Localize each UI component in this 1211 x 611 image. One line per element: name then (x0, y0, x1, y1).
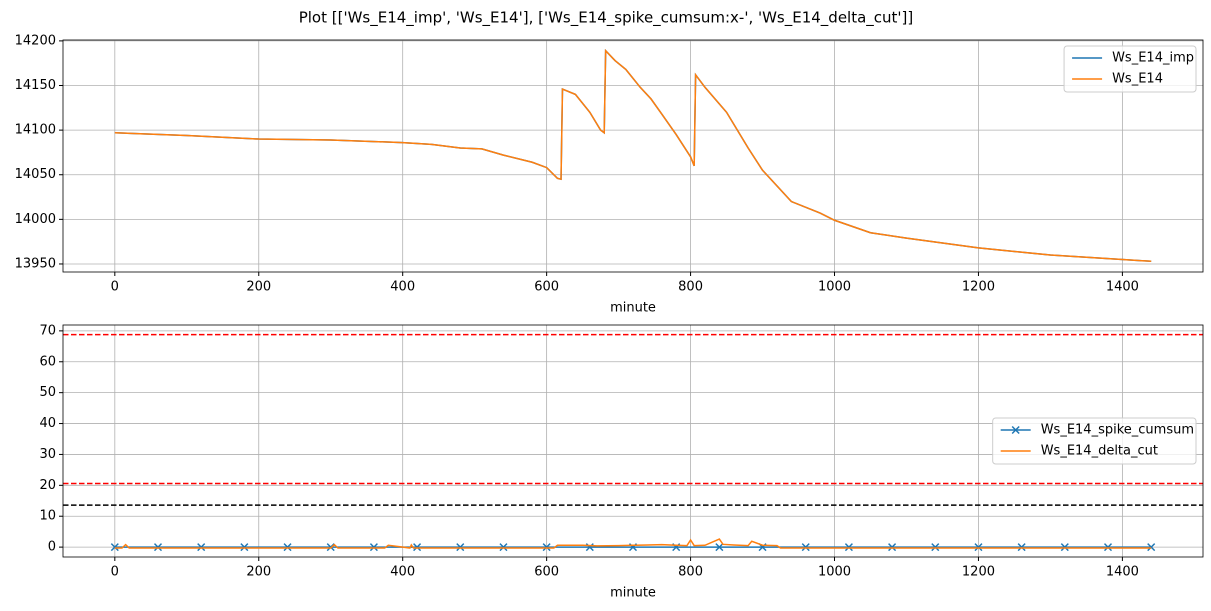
marker (542, 543, 551, 552)
marker (413, 543, 422, 552)
marker (931, 543, 940, 552)
marker (974, 543, 983, 552)
legend-label: Ws_E14_imp (1112, 51, 1194, 66)
axes-frame (62, 324, 1204, 558)
x-tick-label: 1000 (818, 565, 851, 580)
x-tick-label: 0 (111, 565, 119, 580)
legend-label: Ws_E14_delta_cut (1041, 444, 1158, 459)
marker (197, 543, 206, 552)
x-tick-label: 400 (390, 280, 415, 295)
legend-label: Ws_E14_spike_cumsum (1041, 423, 1194, 438)
marker (240, 543, 249, 552)
y-tick-label: 20 (39, 478, 56, 493)
marker (499, 543, 508, 552)
plot-area (63, 333, 1203, 552)
marker (801, 543, 810, 552)
legend: Ws_E14_spike_cumsum Ws_E14_delta_cut (992, 417, 1197, 465)
x-tick-label: 400 (390, 565, 415, 580)
legend: Ws_E14_imp Ws_E14 (1063, 45, 1197, 93)
y-tick-label: 0 (48, 540, 56, 555)
y-tick-label: 13950 (15, 256, 56, 271)
x-tick-label: 200 (246, 565, 271, 580)
marker (1017, 543, 1026, 552)
x-tick-label: 0 (111, 280, 119, 295)
marker (283, 543, 292, 552)
y-tick-label: 14100 (15, 123, 56, 138)
y-tick-label: 14150 (15, 78, 56, 93)
plot-area (114, 48, 1152, 263)
y-tick-label: 14050 (15, 167, 56, 182)
y-tick-label: 10 (39, 509, 56, 524)
series-line (114, 48, 1152, 263)
y-tick-label: 50 (39, 385, 56, 400)
x-tick-label: 1400 (1106, 565, 1139, 580)
x-tick-label: 1400 (1106, 280, 1139, 295)
x-tick-label: 1200 (962, 565, 995, 580)
x-axis-label: minute (610, 586, 656, 601)
x-tick-label: 1200 (962, 280, 995, 295)
series-line (114, 48, 1152, 263)
x-tick-label: 800 (678, 565, 703, 580)
legend-marker (1011, 425, 1020, 435)
x-tick-label: 200 (246, 280, 271, 295)
marker (369, 543, 378, 552)
y-tick-label: 14000 (15, 212, 56, 227)
x-tick-label: 600 (534, 565, 559, 580)
marker (888, 543, 897, 552)
x-axis-label: minute (610, 301, 656, 316)
series-line (114, 538, 1152, 549)
figure-title: Plot [['Ws_E14_imp', 'Ws_E14'], ['Ws_E14… (299, 9, 914, 28)
legend-box (992, 417, 1197, 465)
marker (110, 543, 119, 552)
marker (153, 543, 163, 552)
marker (715, 543, 724, 552)
axes-frame (62, 39, 1204, 273)
marker (1060, 543, 1069, 552)
y-tick-label: 14200 (15, 33, 56, 48)
marker (844, 543, 853, 552)
legend-label: Ws_E14 (1112, 72, 1163, 87)
marker (1103, 543, 1113, 552)
y-tick-label: 40 (39, 416, 56, 431)
marker (456, 543, 465, 552)
x-tick-label: 800 (678, 280, 703, 295)
y-tick-label: 30 (39, 447, 56, 462)
marker (1147, 543, 1156, 552)
x-tick-label: 600 (534, 280, 559, 295)
y-tick-label: 60 (39, 354, 56, 369)
y-tick-label: 70 (39, 323, 56, 338)
x-tick-label: 1000 (818, 280, 851, 295)
